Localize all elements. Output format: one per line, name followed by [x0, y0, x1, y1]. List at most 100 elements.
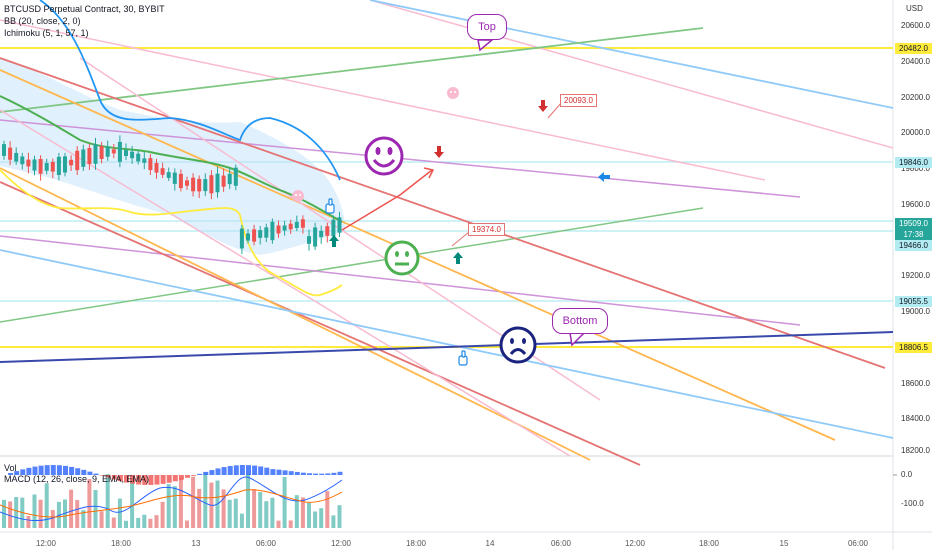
trendline-green-1[interactable]	[0, 27, 704, 113]
price-axis-tick: 18200.0	[901, 446, 930, 455]
macd-bar	[63, 465, 68, 475]
volume-bar	[337, 505, 342, 528]
macd-bar	[87, 471, 93, 475]
volume-bar	[111, 517, 116, 528]
candle-body	[69, 159, 74, 166]
trendline-pink-2[interactable]	[0, 19, 766, 181]
volume-bar	[307, 502, 311, 528]
candle-body	[319, 230, 324, 238]
smiley-neutral-icon[interactable]	[384, 240, 420, 276]
macd-bar	[130, 475, 136, 484]
macd-bar	[197, 473, 203, 475]
price-axis-tick: 19000.0	[901, 307, 930, 316]
volume-bar	[178, 477, 183, 528]
macd-bar	[209, 470, 215, 475]
macd-bar	[300, 472, 306, 475]
candle-body	[56, 156, 61, 175]
macd-bar	[221, 467, 227, 475]
candle-body	[215, 173, 220, 193]
volume-bar	[239, 513, 244, 528]
note-20093[interactable]: 20093.0	[560, 94, 597, 107]
smiley-happy-icon[interactable]	[364, 136, 404, 176]
candle-body	[337, 217, 342, 233]
trendline-orange-2[interactable]	[0, 167, 591, 461]
legend-symbol[interactable]: BTCUSD Perpetual Contract, 30, BYBIT	[4, 4, 165, 14]
trendline-blue-low[interactable]	[0, 249, 894, 439]
macd-bar	[32, 466, 38, 475]
volume-bar	[154, 515, 159, 528]
candle-body	[288, 223, 293, 230]
macd-bar	[270, 469, 276, 475]
volume-bar	[270, 497, 275, 528]
candle-body	[239, 228, 244, 249]
projection-path[interactable]	[341, 169, 433, 231]
candle-body	[264, 227, 269, 238]
volume-bar	[264, 501, 269, 528]
price-tag-19055: 19055.5	[895, 296, 932, 307]
callout-top[interactable]: Top	[467, 14, 507, 40]
note-19374[interactable]: 19374.0	[468, 223, 505, 236]
macd-bar	[136, 475, 142, 485]
macd-bar	[319, 473, 325, 475]
legend-vol[interactable]: Vol	[4, 463, 17, 473]
macd-bar	[203, 471, 209, 475]
volume-bar	[227, 499, 232, 528]
volume-bar	[81, 510, 86, 528]
macd-bar	[282, 470, 288, 475]
hand-pointer-icon	[325, 198, 335, 214]
volume-bar	[282, 476, 287, 528]
macd-bar	[93, 473, 99, 475]
trendline-navy[interactable]	[0, 331, 894, 363]
candle-body	[270, 221, 275, 241]
candle-body	[172, 172, 177, 184]
candle-body	[252, 229, 257, 242]
candle-body	[325, 226, 330, 236]
price-axis-tick: 20000.0	[901, 128, 930, 137]
macd-bar	[56, 465, 62, 475]
time-axis-label: 12:00	[624, 539, 646, 548]
price-axis-tick: 20200.0	[901, 93, 930, 102]
macd-bar	[142, 475, 148, 485]
candle-body	[203, 179, 208, 192]
trendline-purple-2[interactable]	[0, 235, 801, 326]
time-axis-label: 18:00	[110, 539, 132, 548]
smiley-sad-icon[interactable]	[499, 326, 537, 364]
volume-bar	[294, 495, 299, 528]
macd-bar	[166, 475, 172, 483]
volume-bar	[136, 517, 141, 528]
legend-macd[interactable]: MACD (12, 26, close, 9, EMA, EMA)	[4, 474, 150, 484]
price-axis-tick: 19200.0	[901, 271, 930, 280]
time-axis-label: 06:00	[550, 539, 572, 548]
macd-histogram	[8, 465, 343, 485]
macd-bar	[20, 469, 26, 475]
volume-bar	[56, 501, 61, 528]
macd-bar	[325, 473, 331, 475]
legend-bb[interactable]: BB (20, close, 2, 0)	[4, 16, 81, 26]
candle-body	[154, 162, 159, 173]
macd-line	[0, 476, 343, 521]
candle-body	[117, 141, 122, 162]
trendline-pink-1[interactable]	[369, 0, 894, 149]
candle-body	[2, 144, 6, 156]
bb-upper-line	[39, 0, 341, 181]
price-axis-tick: 20400.0	[901, 57, 930, 66]
legend-ichimoku[interactable]: Ichimoku (5, 1, 57, 1)	[4, 28, 89, 38]
macd-bar	[276, 469, 282, 475]
macd-bar	[14, 471, 20, 475]
price-tag-19466: 19466.0	[895, 240, 932, 251]
volume-bar	[246, 474, 250, 528]
trendline-red-1[interactable]	[0, 57, 886, 369]
volume-bar	[191, 476, 196, 528]
price-tag-18806: 18806.5	[895, 342, 932, 353]
time-axis-label: 06:00	[255, 539, 277, 548]
trendline-green-2[interactable]	[0, 207, 704, 323]
callout-bottom[interactable]: Bottom	[552, 308, 608, 334]
trendline-red-2[interactable]	[0, 181, 641, 466]
macd-bar	[227, 466, 233, 475]
macd-bar	[313, 473, 319, 475]
candle-body	[75, 150, 80, 171]
time-axis-label: 14	[485, 539, 495, 548]
trendline-blue-top[interactable]	[369, 0, 894, 109]
volume-bar	[44, 483, 49, 528]
